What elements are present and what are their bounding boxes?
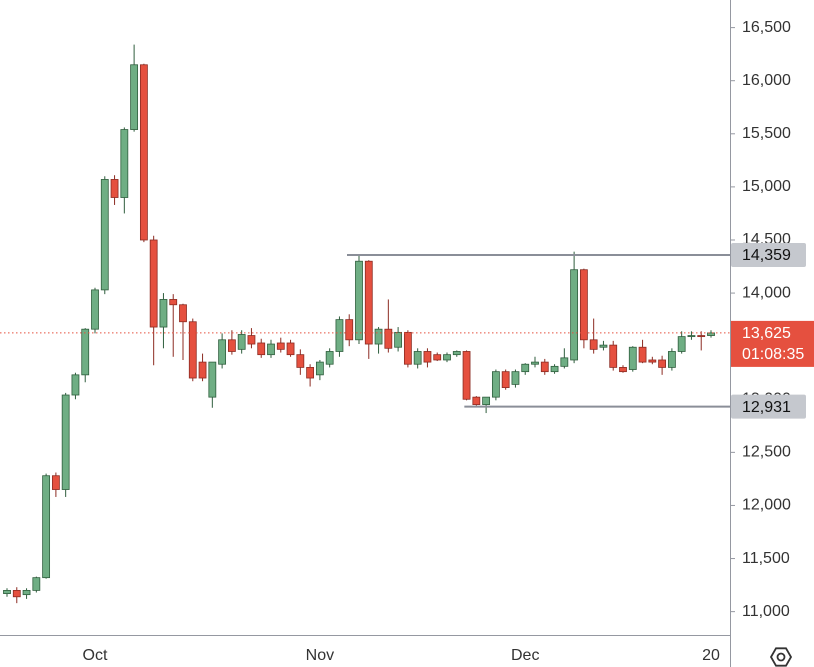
candle-body — [531, 361, 539, 365]
candle-body — [462, 351, 471, 400]
y-tick-label: 11,000 — [742, 603, 790, 620]
y-tick-label: 15,000 — [742, 178, 791, 195]
candle-body — [139, 64, 148, 241]
candle-body — [3, 590, 11, 594]
candle-body — [335, 319, 344, 352]
settings-hex — [769, 647, 793, 667]
candle-body — [208, 361, 217, 398]
y-tick-label: 12,500 — [742, 444, 791, 461]
candle-body — [403, 331, 412, 365]
candle-body — [501, 371, 510, 388]
candle-body — [276, 342, 285, 350]
candle-body — [325, 351, 334, 365]
settings-icon[interactable] — [769, 647, 793, 667]
candle-body — [364, 260, 373, 345]
candle-body — [687, 335, 696, 338]
level-tag-label: 12,931 — [742, 399, 791, 416]
candle-body — [159, 299, 168, 328]
candle-body — [433, 354, 442, 361]
x-tick-label: Dec — [511, 647, 539, 664]
candle-body — [628, 346, 637, 370]
candle-body — [110, 179, 119, 198]
candles — [3, 44, 715, 604]
candle-body — [227, 339, 236, 352]
candle-body — [384, 328, 393, 349]
candle-body — [91, 289, 99, 330]
candle-body — [257, 342, 266, 356]
candle-body — [482, 396, 491, 405]
level-tag-label: 14,359 — [742, 247, 791, 264]
candle-body — [579, 269, 588, 341]
candle-body — [511, 371, 520, 385]
candle-body — [443, 354, 451, 361]
candle-body — [188, 321, 197, 379]
candle-body — [658, 359, 667, 368]
candle-body — [218, 339, 227, 365]
x-tick-label: Oct — [83, 647, 108, 664]
candle-body — [677, 336, 686, 352]
candle-body — [267, 343, 275, 356]
candle-body — [609, 344, 618, 368]
candle-body — [120, 129, 129, 198]
candle-body — [345, 319, 354, 341]
candle-body — [12, 590, 21, 598]
level-tag — [731, 394, 806, 419]
candle-body — [394, 331, 403, 348]
level-tag — [731, 242, 806, 267]
candle-body — [638, 346, 647, 363]
settings-dot — [776, 652, 786, 662]
candle-body — [306, 367, 315, 379]
candle-body — [100, 179, 109, 291]
y-tick-label: 15,500 — [742, 125, 791, 142]
candle-body — [22, 590, 31, 596]
candle-body — [491, 371, 500, 398]
candle-body — [42, 475, 51, 579]
candle-body — [452, 351, 461, 356]
candle-body — [540, 361, 549, 373]
candle-body — [81, 328, 90, 376]
candle-body — [247, 335, 256, 345]
candle-body — [472, 396, 481, 405]
y-tick-label: 16,000 — [742, 72, 791, 89]
candle-body — [179, 304, 187, 323]
candle-body — [707, 332, 715, 336]
candle-body — [667, 351, 676, 368]
y-tick-label: 16,500 — [742, 19, 791, 36]
candle-body — [286, 342, 295, 356]
candle-body — [648, 359, 657, 363]
last-price-label: 13,625 — [742, 325, 791, 342]
candle-body — [423, 351, 432, 363]
candle-body — [374, 328, 383, 345]
candle-body — [521, 363, 530, 373]
candle-body — [413, 351, 422, 365]
candle-body — [599, 344, 608, 348]
candle-body — [71, 374, 80, 396]
candle-body — [32, 577, 41, 591]
countdown-label: 01:08:35 — [742, 346, 804, 363]
candle-body — [697, 335, 706, 338]
candle-body — [315, 361, 324, 376]
y-tick-label: 12,000 — [742, 497, 791, 514]
candle-body — [149, 239, 158, 328]
candle-body — [237, 334, 246, 350]
candle-body — [550, 365, 559, 373]
candle-body — [296, 354, 305, 368]
x-tick-label: Nov — [306, 647, 334, 664]
candle-body — [589, 339, 598, 350]
y-tick-label: 11,500 — [742, 550, 790, 567]
candle-body — [619, 367, 627, 373]
candle-body — [198, 361, 207, 379]
candle-body — [61, 394, 70, 490]
candle-body — [130, 64, 139, 130]
candle-body — [355, 260, 363, 341]
candle-body — [169, 299, 178, 306]
last-price-tag — [731, 320, 814, 367]
candle-body — [560, 357, 569, 367]
candle-body — [570, 269, 579, 361]
y-tick-label: 14,000 — [742, 284, 791, 301]
x-tick-label: 20 — [702, 647, 720, 664]
candle-body — [51, 475, 60, 490]
